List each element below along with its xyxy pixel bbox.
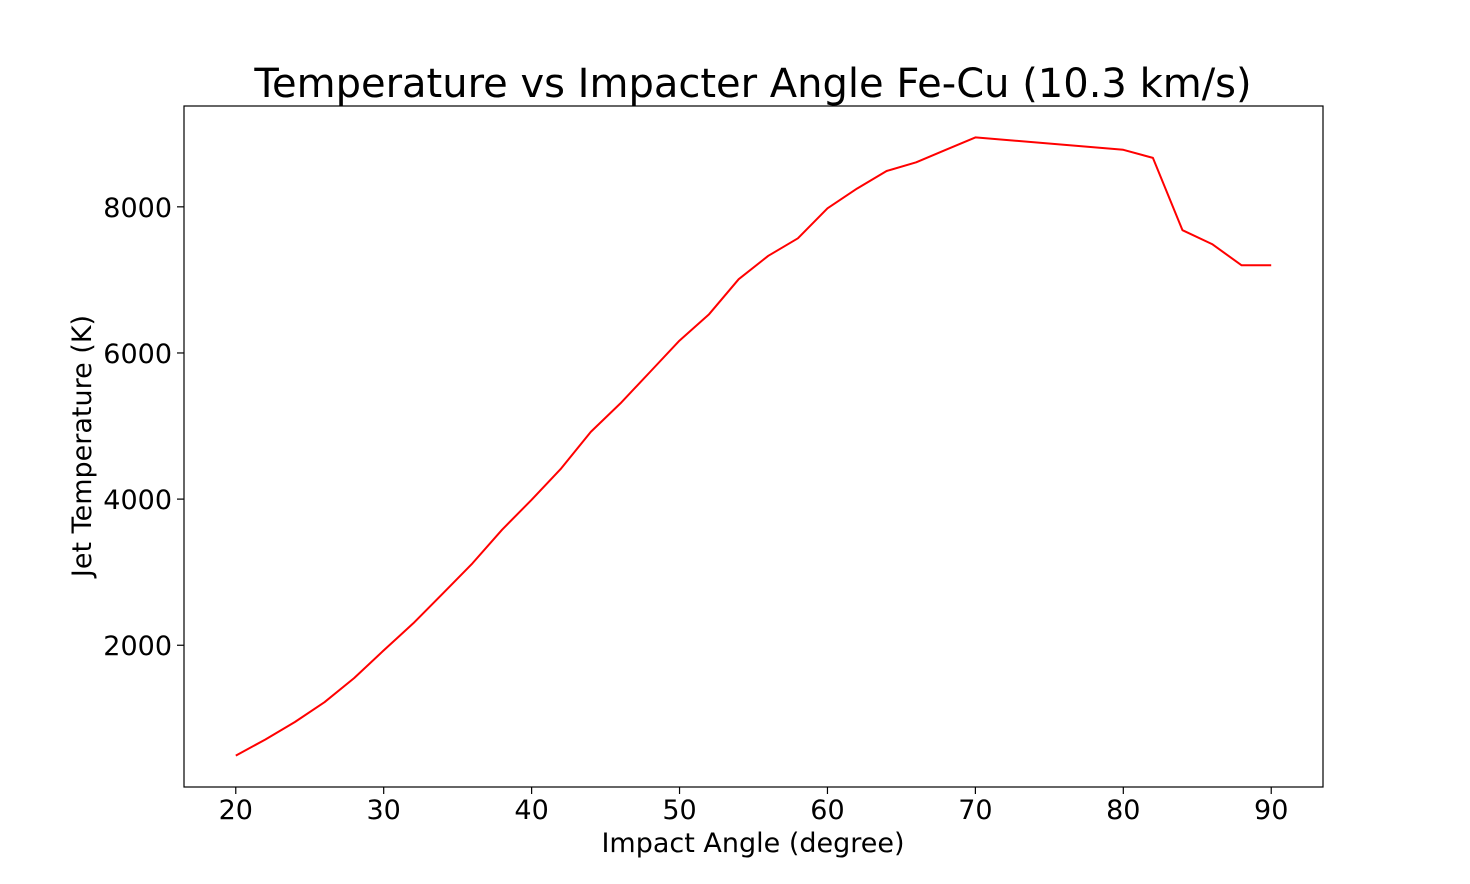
x-tick-label: 20 bbox=[219, 795, 253, 826]
x-axis-ticks: 20 30 40 50 60 70 80 90 bbox=[219, 787, 1288, 826]
y-tick-label: 4000 bbox=[103, 485, 172, 516]
y-axis-label: Jet Temperature (K) bbox=[67, 315, 98, 579]
x-tick-label: 90 bbox=[1254, 795, 1288, 826]
x-tick-label: 50 bbox=[662, 795, 696, 826]
x-tick-label: 40 bbox=[514, 795, 548, 826]
chart-title: Temperature vs Impacter Angle Fe-Cu (10.… bbox=[253, 61, 1251, 107]
y-tick-label: 6000 bbox=[103, 339, 172, 370]
x-tick-label: 70 bbox=[958, 795, 992, 826]
y-axis-ticks: 2000 4000 6000 8000 bbox=[103, 193, 184, 662]
x-tick-label: 60 bbox=[810, 795, 844, 826]
y-tick-label: 8000 bbox=[103, 193, 172, 224]
y-tick-label: 2000 bbox=[103, 631, 172, 662]
x-axis-label: Impact Angle (degree) bbox=[601, 828, 904, 859]
plot-area-frame bbox=[183, 105, 1324, 788]
x-tick-label: 80 bbox=[1106, 795, 1140, 826]
x-tick-label: 30 bbox=[367, 795, 401, 826]
temperature-series-line bbox=[235, 136, 1272, 757]
